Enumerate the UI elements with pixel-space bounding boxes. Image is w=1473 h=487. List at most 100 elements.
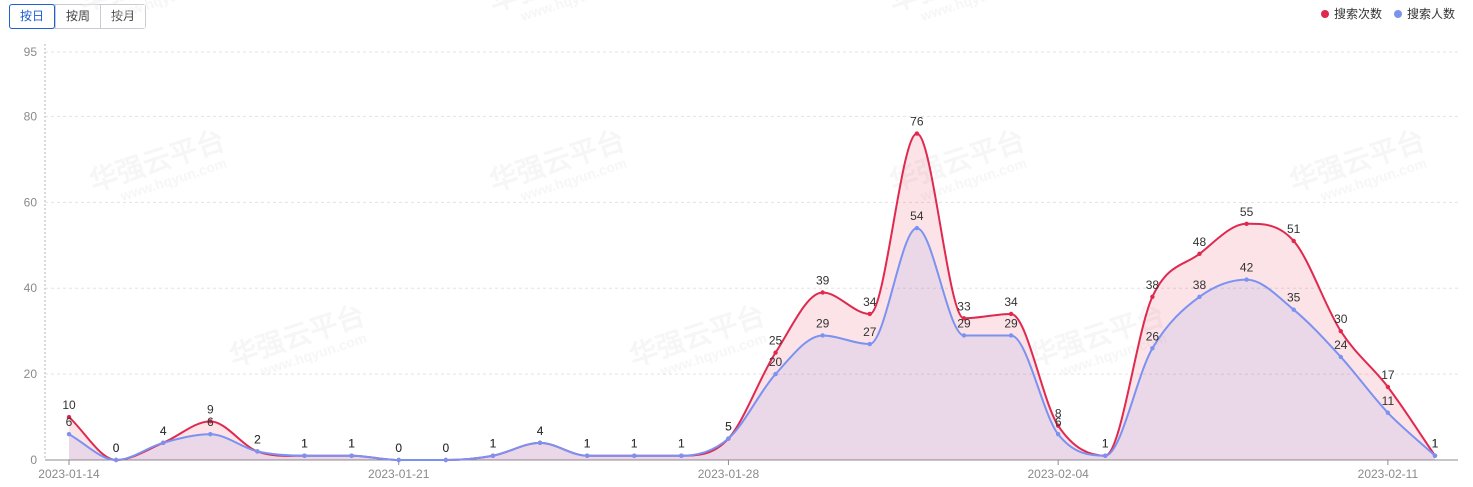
data-label-search-count: 33 — [957, 299, 971, 313]
data-point-search-users — [255, 449, 260, 454]
by-week-button[interactable]: 按周 — [55, 5, 100, 28]
data-label-search-users: 5 — [725, 420, 732, 434]
data-label-search-count: 25 — [769, 334, 783, 348]
data-point-search-users — [820, 333, 825, 338]
data-point-search-users — [537, 440, 543, 446]
data-point-search-users — [302, 453, 307, 458]
data-point-search-users — [961, 333, 967, 338]
data-label-search-users: 42 — [1240, 261, 1254, 275]
data-point-search-count — [208, 419, 213, 424]
data-point-search-users — [443, 457, 449, 463]
data-point-search-count — [773, 350, 778, 355]
data-point-search-count — [1291, 238, 1296, 244]
data-label-search-count: 1 — [678, 437, 685, 451]
legend-marker-search-count — [1320, 9, 1329, 18]
data-label-search-users: 4 — [160, 424, 167, 438]
data-label-search-users: 35 — [1287, 291, 1301, 305]
legend-item-search-count[interactable]: 搜索次数 — [1320, 5, 1382, 22]
data-point-search-users — [584, 453, 590, 458]
data-label-search-count: 5 — [725, 420, 732, 434]
data-label-search-users: 1 — [490, 437, 497, 451]
data-point-search-users — [914, 225, 920, 231]
data-label-search-users: 0 — [395, 441, 402, 455]
data-label-search-count: 1 — [584, 437, 591, 451]
data-label-search-count: 55 — [1240, 205, 1254, 219]
data-point-search-count — [914, 131, 920, 136]
data-point-search-users — [1385, 410, 1391, 415]
y-tick-label: 40 — [24, 281, 38, 295]
data-label-search-count: 34 — [863, 295, 877, 309]
by-day-button[interactable]: 按日 — [9, 4, 55, 29]
y-tick-label: 60 — [24, 195, 38, 209]
data-label-search-users: 6 — [66, 415, 73, 429]
data-label-search-count: 8 — [1055, 407, 1062, 421]
data-label-search-count: 76 — [910, 115, 924, 129]
data-point-search-count — [1338, 328, 1343, 334]
data-label-search-users: 4 — [537, 424, 544, 438]
data-label-search-count: 4 — [537, 424, 544, 438]
data-label-search-count: 51 — [1287, 222, 1301, 236]
data-point-search-users — [349, 453, 354, 458]
x-tick-label: 2023-01-14 — [38, 467, 100, 481]
data-point-search-users — [679, 453, 684, 458]
data-label-search-count: 1 — [1102, 437, 1109, 451]
watermark-url: www.hqyun.com — [107, 0, 218, 24]
data-label-search-users: 20 — [769, 355, 783, 369]
data-label-search-count: 10 — [62, 398, 76, 412]
series-area-search-count — [69, 133, 1435, 460]
legend-marker-search-users — [1393, 9, 1402, 18]
data-label-search-users: 1 — [631, 437, 638, 451]
data-label-search-users: 54 — [910, 209, 924, 223]
data-label-search-users: 1 — [1432, 437, 1439, 451]
series-area-search-users — [69, 228, 1435, 460]
data-point-search-count — [820, 290, 825, 295]
legend-item-search-users[interactable]: 搜索人数 — [1393, 5, 1455, 22]
data-label-search-users: 38 — [1193, 278, 1207, 292]
data-point-search-users — [773, 371, 778, 377]
data-point-search-users — [490, 453, 496, 458]
y-tick-label: 95 — [24, 45, 38, 59]
data-label-search-users: 24 — [1334, 338, 1348, 352]
data-label-search-count: 2 — [254, 432, 261, 446]
data-label-search-count: 0 — [395, 441, 402, 455]
data-label-search-users: 2 — [254, 432, 261, 446]
x-tick-label: 2023-01-21 — [368, 467, 430, 481]
y-tick-label: 80 — [24, 109, 38, 123]
data-point-search-count — [1008, 311, 1014, 317]
data-label-search-users: 6 — [1055, 415, 1062, 429]
data-point-search-users — [1150, 346, 1155, 351]
data-point-search-users — [113, 457, 119, 463]
data-label-search-users: 0 — [113, 441, 120, 455]
data-label-search-count: 1 — [1432, 437, 1439, 451]
data-label-search-count: 4 — [160, 424, 167, 438]
data-point-search-count — [1197, 251, 1202, 257]
data-point-search-users — [1197, 294, 1202, 299]
watermark-url: www.hqyun.com — [517, 0, 628, 24]
data-point-search-count — [961, 316, 967, 321]
data-label-search-users: 11 — [1382, 394, 1395, 408]
legend-label-search-users: 搜索人数 — [1406, 7, 1455, 21]
data-label-search-count: 48 — [1193, 235, 1207, 249]
data-label-search-count: 34 — [1004, 295, 1018, 309]
data-label-search-count: 1 — [348, 437, 355, 451]
data-point-search-users — [161, 440, 166, 446]
data-label-search-users: 0 — [442, 441, 449, 455]
by-month-button[interactable]: 按月 — [100, 5, 145, 28]
x-tick-label: 2023-01-28 — [698, 467, 760, 481]
x-tick-label: 2023-02-04 — [1027, 467, 1089, 481]
data-label-search-users: 6 — [207, 415, 214, 429]
data-point-search-users — [396, 457, 401, 463]
data-point-search-users — [1432, 453, 1438, 458]
data-point-search-users — [1103, 453, 1108, 458]
watermark-url: www.hqyun.com — [917, 0, 1028, 24]
data-point-search-users — [1291, 307, 1296, 312]
data-point-search-users — [1338, 354, 1343, 360]
data-point-search-count — [867, 311, 872, 317]
x-tick-label: 2023-02-11 — [1358, 467, 1419, 481]
